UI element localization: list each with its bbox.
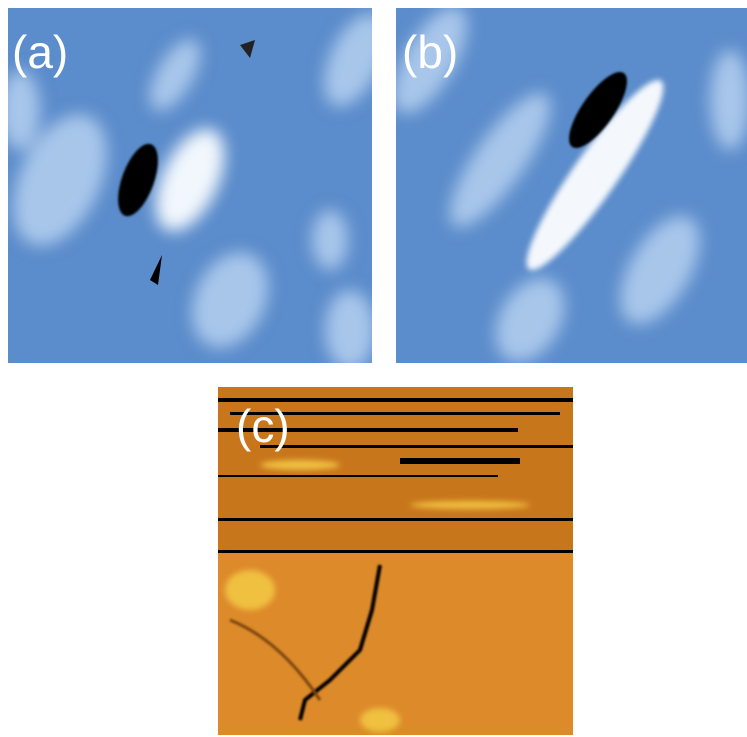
panel-label: (b)	[402, 26, 458, 78]
figure: (a) (b)	[0, 0, 747, 737]
panel-label: (a)	[12, 26, 68, 78]
panel-label: (c)	[236, 400, 290, 452]
